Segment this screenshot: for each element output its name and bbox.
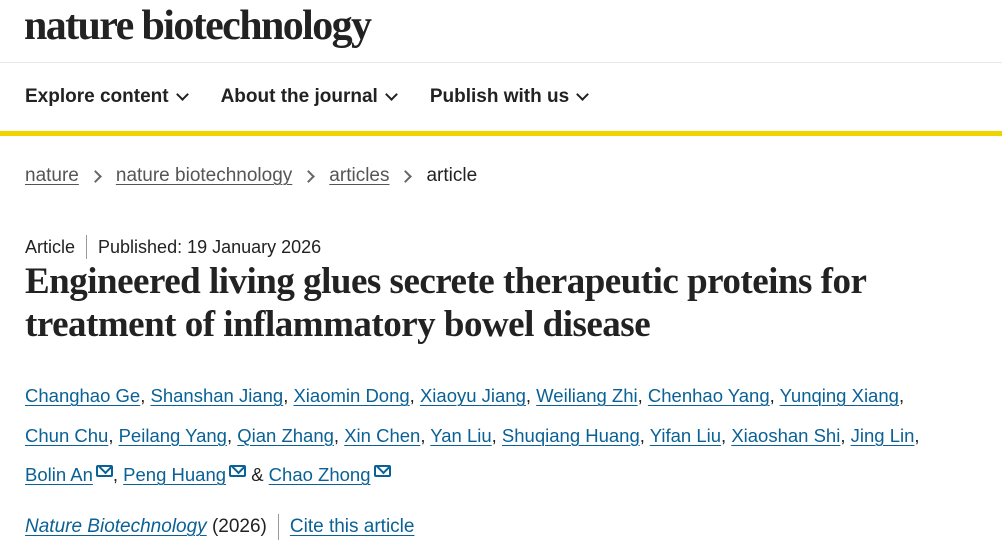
- author-link[interactable]: Peng Huang: [123, 464, 227, 485]
- nav-label: Publish with us: [429, 86, 570, 107]
- breadcrumb-current: article: [426, 165, 478, 186]
- journal-link[interactable]: Nature Biotechnology: [25, 516, 207, 538]
- author-link[interactable]: Changhao Ge: [25, 385, 141, 406]
- divider: [86, 235, 88, 259]
- nav-about-journal[interactable]: About the journal: [220, 86, 398, 108]
- email-icon[interactable]: [373, 465, 391, 477]
- chevron-down-icon: [576, 88, 590, 101]
- author-row: Bolin An, Peng Huang & Chao Zhong: [25, 455, 920, 495]
- author-link[interactable]: Xiaoyu Jiang: [419, 385, 526, 406]
- author-link[interactable]: Qian Zhang: [237, 424, 334, 446]
- author-link[interactable]: Xiaoshan Shi: [731, 424, 841, 446]
- journal-name: Nature Biotechnology: [25, 516, 207, 537]
- chevron-right-icon: [302, 169, 316, 183]
- nav-publish-with-us[interactable]: Publish with us: [429, 86, 590, 108]
- author-link[interactable]: Xiaomin Dong: [293, 385, 410, 406]
- chevron-down-icon: [384, 88, 398, 101]
- author-link[interactable]: Bolin An: [25, 464, 93, 485]
- author-link[interactable]: Yifan Liu: [649, 424, 722, 446]
- breadcrumb-articles[interactable]: articles: [329, 165, 390, 186]
- author-link[interactable]: Chao Zhong: [268, 464, 371, 485]
- divider: [0, 62, 1002, 63]
- journal-logo[interactable]: nature biotechnology: [24, 3, 372, 49]
- breadcrumb: nature nature biotechnology articles art…: [25, 165, 477, 187]
- author-link[interactable]: Weiliang Zhi: [536, 385, 638, 406]
- author-link[interactable]: Yunqing Xiang: [779, 385, 899, 406]
- author-link[interactable]: Yan Liu: [430, 424, 492, 446]
- email-icon[interactable]: [229, 465, 247, 477]
- nav-label: Explore content: [25, 86, 169, 107]
- main-nav: Explore content About the journal Publis…: [25, 86, 590, 108]
- author-link[interactable]: Jing Lin: [850, 424, 915, 446]
- chevron-right-icon: [89, 169, 102, 183]
- breadcrumb-nature[interactable]: nature: [25, 165, 79, 186]
- citation-year: (2026): [211, 516, 267, 537]
- chevron-down-icon: [175, 88, 189, 101]
- author-link[interactable]: Chun Chu: [25, 424, 109, 446]
- author-link[interactable]: Shanshan Jiang: [150, 385, 284, 406]
- citation: Nature Biotechnology (2026) Cite this ar…: [25, 514, 414, 540]
- ampersand: &: [251, 464, 264, 485]
- published-date: Published: 19 January 2026: [98, 236, 322, 257]
- email-icon[interactable]: [95, 465, 113, 477]
- breadcrumb-nature-biotechnology[interactable]: nature biotechnology: [115, 165, 293, 186]
- article-type: Article: [25, 236, 76, 257]
- chevron-right-icon: [399, 169, 413, 183]
- author-link[interactable]: Shuqiang Huang: [501, 424, 640, 446]
- accent-bar: [0, 131, 1002, 136]
- nav-explore-content[interactable]: Explore content: [25, 86, 189, 108]
- author-list: Changhao Ge, Shanshan Jiang, Xiaomin Don…: [25, 376, 920, 495]
- author-link[interactable]: Peilang Yang: [118, 424, 227, 446]
- divider: [277, 514, 279, 540]
- author-row: Chun Chu, Peilang Yang, Qian Zhang, Xin …: [25, 424, 920, 446]
- author-link[interactable]: Xin Chen: [344, 424, 421, 446]
- article-meta: Article Published: 19 January 2026: [25, 235, 321, 259]
- article-title: Engineered living glues secrete therapeu…: [25, 261, 866, 345]
- author-row: Changhao Ge, Shanshan Jiang, Xiaomin Don…: [25, 385, 905, 406]
- nav-label: About the journal: [220, 86, 378, 107]
- author-link[interactable]: Chenhao Yang: [647, 385, 770, 406]
- cite-this-article-link[interactable]: Cite this article: [289, 516, 415, 537]
